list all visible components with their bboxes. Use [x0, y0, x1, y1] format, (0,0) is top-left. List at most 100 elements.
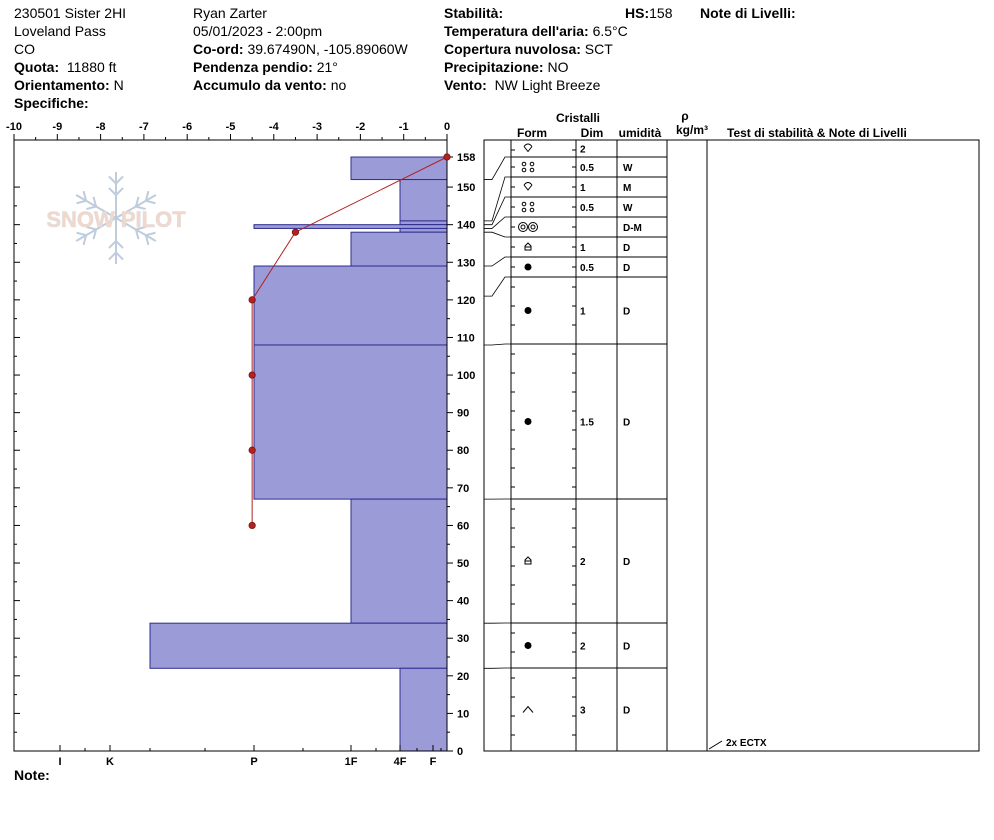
snowflake-branch [115, 175, 124, 185]
depth-tick-label: 40 [457, 596, 469, 608]
cluster-dot [521, 167, 527, 173]
depth-tick-label: 140 [457, 220, 475, 232]
wetness: M [623, 183, 631, 194]
snowflake-branch [108, 240, 117, 249]
temperature-point [248, 521, 256, 530]
snowflake-branch [108, 251, 117, 261]
rounded-clusters-icon [521, 201, 535, 213]
glyph [524, 242, 532, 251]
snowflake-branch [145, 199, 156, 205]
snowflake-branch [115, 251, 124, 261]
temp-tick-label: -3 [312, 121, 322, 133]
rounded-icon [524, 418, 532, 425]
temp-tick-label: -8 [96, 121, 106, 133]
hardness-layer-bar [399, 179, 448, 222]
layer-connector [484, 156, 511, 180]
crystal-size: 1.5 [580, 418, 594, 429]
date-time: 05/01/2023 - 2:00pm [193, 23, 323, 39]
hardness-tick-label: I [58, 756, 61, 768]
depth-tick-label: 60 [457, 520, 469, 532]
wetness: D [623, 706, 630, 717]
hardness-layer-bar [253, 265, 448, 346]
glyph [522, 705, 534, 713]
temp-tick-label: -5 [226, 121, 236, 133]
snowflake-branch [135, 205, 146, 211]
depth-tick-label: 80 [457, 445, 469, 457]
hardness-layer-bar [149, 622, 448, 669]
elevation: Quota: 11880 ft [14, 59, 117, 75]
slope-angle: Pendenza pendio: 21° [193, 59, 338, 75]
humidity-header: umidità [619, 126, 662, 140]
rounded-icon [524, 642, 532, 649]
dim-header: Dim [581, 126, 604, 140]
depth-tick-label: 20 [457, 671, 469, 683]
wetness: D [623, 263, 630, 274]
snowflake-branch [82, 190, 88, 202]
svg-text:SNOW PILOT: SNOW PILOT [46, 207, 186, 232]
temp-tick-label: -10 [6, 121, 22, 133]
depth-tick-label: 130 [457, 257, 475, 269]
hardness-layer-bar [399, 667, 448, 752]
depth-tick-label: 110 [457, 332, 475, 344]
hardness-tick-label: P [250, 756, 257, 768]
temp-tick-label: -6 [182, 121, 192, 133]
depth-tick-label: 90 [457, 408, 469, 420]
snowflake-branch [92, 229, 98, 240]
hardness-layer-bar [399, 227, 448, 233]
temp-tick-label: -1 [399, 121, 409, 133]
ring [520, 224, 526, 230]
layer-connector [484, 196, 511, 226]
wetness: D [623, 418, 630, 429]
crystal-size: 1 [580, 243, 586, 254]
site-name: 230501 Sister 2HI [14, 5, 127, 21]
crystal-size: 2 [580, 642, 586, 653]
depth-tick-label: 150 [457, 182, 475, 194]
snowflake-branch [92, 196, 98, 207]
cluster-dot [521, 207, 527, 213]
glyph [523, 143, 533, 153]
snowflake-branch [135, 225, 146, 231]
depth-tick-label: 10 [457, 708, 469, 720]
layer-notes-title: Note di Livelli: [700, 5, 796, 21]
cluster-dot [529, 161, 535, 167]
cluster-dot [521, 201, 527, 207]
depth-hoar-icon [522, 705, 534, 713]
cloud-cover: Copertura nuvolosa: SCT [444, 41, 613, 57]
snowflake-arm [75, 194, 117, 219]
wetness: D-M [623, 223, 642, 234]
density-unit: kg/m³ [676, 123, 708, 137]
ring [518, 222, 528, 232]
cluster-dot [529, 167, 535, 173]
temperature-point [248, 296, 256, 304]
snowflake-branch [76, 231, 87, 237]
specifics: Specifiche: [14, 95, 89, 111]
dot [524, 307, 532, 314]
dot [524, 263, 532, 271]
layer-connector [484, 176, 511, 222]
snowflake-branch [134, 196, 140, 207]
hardness-layer-bar [350, 156, 448, 181]
hardness-layer-bar [399, 220, 448, 226]
wetness: W [623, 163, 633, 174]
hardness-layer-bar [350, 231, 448, 267]
coordinates: Co-ord: 39.67490N, -105.89060W [193, 41, 408, 57]
decomposing-icon [523, 182, 533, 191]
temp-tick-label: 0 [444, 121, 450, 133]
hardness-tick-label: F [430, 756, 437, 768]
hardness-layer-bar [253, 224, 448, 229]
crystal-size: 0.5 [580, 263, 594, 274]
glyph [524, 556, 532, 565]
depth-tick-label: 70 [457, 483, 469, 495]
faceted-icon [524, 242, 532, 251]
hardness-layer-bar [253, 344, 448, 500]
temperature-point [291, 228, 300, 236]
snowflake-branch [134, 229, 140, 240]
depth-tick-label: 158 [457, 152, 475, 164]
temp-tick-label: -9 [52, 121, 62, 133]
snowflake-branch [86, 225, 97, 231]
crystal-table-frame [483, 139, 980, 752]
snowpilot-logo: SNOW PILOT [46, 172, 187, 264]
layer-connector [484, 256, 511, 267]
crystal-size: 1 [580, 307, 586, 318]
